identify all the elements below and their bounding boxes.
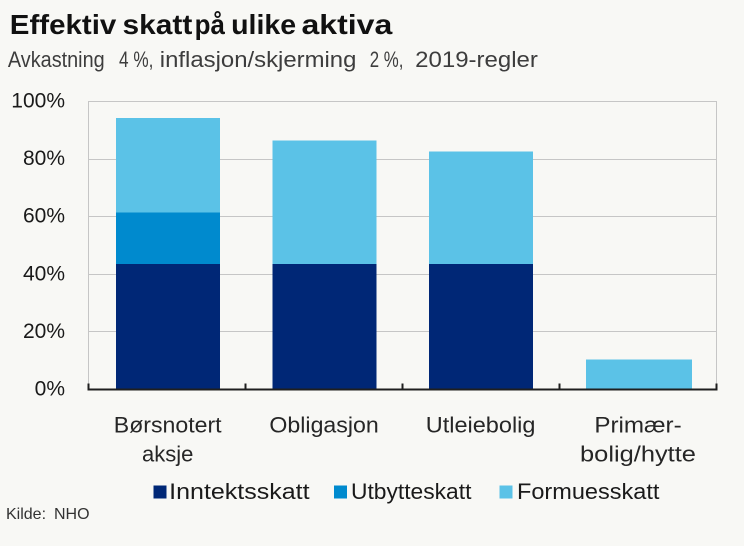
svg-text:2 %,: 2 %,	[370, 47, 404, 72]
svg-text:0%: 0%	[35, 378, 65, 401]
svg-text:60%: 60%	[23, 205, 65, 228]
svg-text:2019-regler: 2019-regler	[415, 47, 538, 72]
svg-text:Effektiv: Effektiv	[10, 9, 117, 40]
svg-text:aktiva: aktiva	[302, 9, 393, 40]
svg-text:Kilde:: Kilde:	[6, 506, 46, 523]
svg-text:ulike: ulike	[231, 9, 296, 40]
svg-text:Formuesskatt: Formuesskatt	[517, 479, 659, 504]
svg-text:NHO: NHO	[54, 506, 90, 523]
svg-text:4 %,: 4 %,	[119, 47, 153, 72]
svg-text:Avkastning: Avkastning	[8, 47, 105, 72]
svg-text:på: på	[195, 9, 226, 40]
svg-text:Obligasjon: Obligasjon	[269, 413, 378, 438]
svg-text:Børsnotert: Børsnotert	[114, 413, 222, 438]
svg-text:inflasjon/skjerming: inflasjon/skjerming	[160, 47, 357, 72]
svg-text:aksje: aksje	[142, 442, 193, 467]
svg-text:100%: 100%	[11, 90, 65, 113]
svg-text:skatt: skatt	[123, 9, 193, 40]
svg-text:Inntektsskatt: Inntektsskatt	[169, 479, 309, 504]
svg-text:Utbytteskatt: Utbytteskatt	[351, 479, 471, 504]
svg-text:Utleiebolig: Utleiebolig	[426, 413, 536, 438]
svg-text:20%: 20%	[23, 320, 65, 343]
svg-text:Primær-: Primær-	[594, 413, 681, 438]
svg-text:80%: 80%	[23, 147, 65, 170]
svg-text:bolig/hytte: bolig/hytte	[580, 442, 696, 467]
svg-text:40%: 40%	[23, 262, 65, 285]
